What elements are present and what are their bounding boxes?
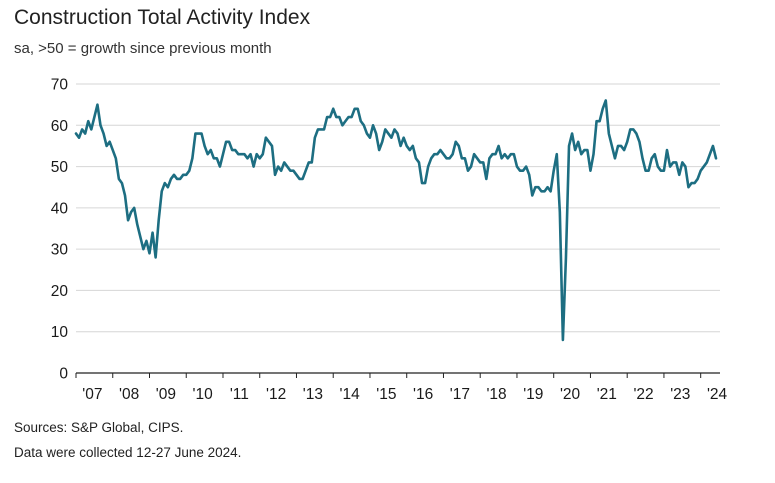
x-tick-label: '24 [707,386,728,403]
y-tick-label: 20 [51,283,69,300]
x-tick-label: '11 [230,386,249,403]
x-tick-label: '20 [560,386,581,403]
y-tick-label: 40 [51,200,69,217]
x-tick-label: '22 [633,386,653,403]
x-tick-label: '12 [266,386,286,403]
x-tick-label: '14 [339,386,360,403]
y-tick-label: 30 [51,242,69,259]
x-tick-label: '15 [376,386,396,403]
collection-note: Data were collected 12-27 June 2024. [14,445,242,460]
x-tick-label: '09 [156,386,176,403]
chart-title: Construction Total Activity Index [14,6,311,29]
x-tick-label: '13 [303,386,323,403]
chart-subtitle: sa, >50 = growth since previous month [14,40,272,57]
sources-note: Sources: S&P Global, CIPS. [14,420,184,435]
x-tick-label: '19 [523,386,543,403]
x-tick-label: '08 [119,386,139,403]
x-tick-label: '16 [413,386,433,403]
y-tick-label: 0 [59,366,68,383]
y-tick-label: 60 [51,118,69,135]
x-tick-label: '07 [82,386,102,403]
y-tick-label: 50 [51,159,69,176]
y-tick-label: 10 [51,324,69,341]
x-tick-label: '18 [486,386,506,403]
x-tick-label: '21 [597,386,617,403]
x-tick-label: '23 [670,386,690,403]
series-line [74,99,718,342]
line-chart: 0 10 20 30 40 50 60 70 '07 '08 '09 '10 '11 '12 '13 '14… [51,77,728,404]
x-tick-label: '17 [450,386,470,403]
x-tick-label: '10 [193,386,214,403]
y-tick-label: 70 [51,77,69,94]
